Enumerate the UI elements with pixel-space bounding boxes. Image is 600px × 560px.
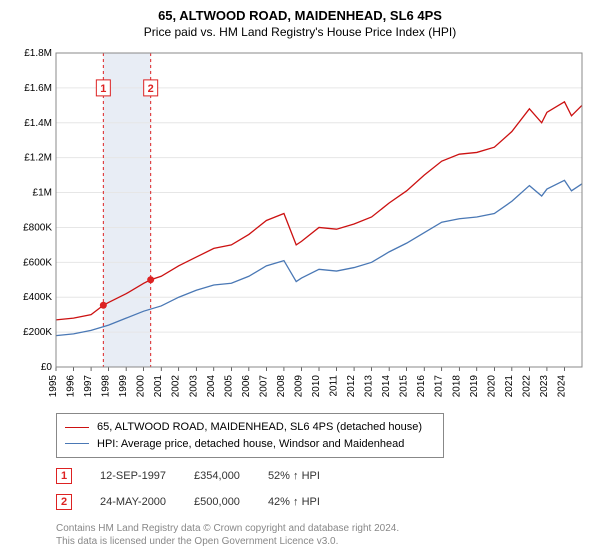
- svg-text:£600K: £600K: [23, 257, 52, 268]
- svg-text:2018: 2018: [451, 375, 462, 398]
- svg-text:1: 1: [100, 83, 106, 95]
- svg-text:£800K: £800K: [23, 222, 52, 233]
- svg-text:2000: 2000: [136, 375, 147, 398]
- svg-text:£200K: £200K: [23, 327, 52, 338]
- svg-text:2014: 2014: [381, 375, 392, 398]
- svg-text:£400K: £400K: [23, 292, 52, 303]
- svg-text:2013: 2013: [364, 375, 375, 398]
- chart: £0 £200K £400K £600K £800K £1M £1.2M £1.4M £1.6M…: [8, 47, 592, 407]
- svg-text:2012: 2012: [346, 375, 357, 398]
- svg-text:2020: 2020: [486, 375, 497, 398]
- main-title: 65, ALTWOOD ROAD, MAIDENHEAD, SL6 4PS: [8, 8, 592, 23]
- svg-text:1999: 1999: [118, 375, 129, 398]
- footer-line: Contains HM Land Registry data © Crown c…: [56, 522, 592, 535]
- sub-title: Price paid vs. HM Land Registry's House …: [8, 25, 592, 39]
- svg-text:2009: 2009: [293, 375, 304, 398]
- legend: 65, ALTWOOD ROAD, MAIDENHEAD, SL6 4PS (d…: [56, 413, 444, 458]
- svg-text:£1.4M: £1.4M: [24, 118, 52, 129]
- svg-text:2002: 2002: [171, 375, 182, 398]
- marker-row-2: 2 24-MAY-2000 £500,000 42% ↑ HPI: [56, 494, 592, 510]
- svg-text:2003: 2003: [188, 375, 199, 398]
- legend-row: HPI: Average price, detached house, Wind…: [65, 436, 435, 453]
- marker-badge-2: 2: [56, 494, 72, 510]
- svg-text:2006: 2006: [241, 375, 252, 398]
- svg-text:2019: 2019: [469, 375, 480, 398]
- marker-date: 12-SEP-1997: [100, 470, 166, 482]
- svg-text:2023: 2023: [539, 375, 550, 398]
- legend-swatch-hpi: [65, 443, 89, 444]
- svg-text:£1.8M: £1.8M: [24, 48, 52, 59]
- legend-label: HPI: Average price, detached house, Wind…: [97, 436, 404, 453]
- svg-text:2024: 2024: [556, 375, 567, 398]
- svg-text:2008: 2008: [276, 375, 287, 398]
- svg-text:2021: 2021: [504, 375, 515, 398]
- svg-text:2016: 2016: [416, 375, 427, 398]
- svg-text:£1.2M: £1.2M: [24, 153, 52, 164]
- marker-date: 24-MAY-2000: [100, 496, 166, 508]
- footer: Contains HM Land Registry data © Crown c…: [56, 522, 592, 548]
- svg-text:2010: 2010: [311, 375, 322, 398]
- svg-text:2022: 2022: [521, 375, 532, 398]
- legend-swatch-property: [65, 427, 89, 428]
- footer-line: This data is licensed under the Open Gov…: [56, 535, 592, 548]
- svg-text:1997: 1997: [83, 375, 94, 398]
- svg-text:£1.6M: £1.6M: [24, 83, 52, 94]
- title-area: 65, ALTWOOD ROAD, MAIDENHEAD, SL6 4PS Pr…: [8, 8, 592, 39]
- svg-text:2004: 2004: [206, 375, 217, 398]
- legend-row: 65, ALTWOOD ROAD, MAIDENHEAD, SL6 4PS (d…: [65, 419, 435, 436]
- svg-text:2: 2: [148, 83, 154, 95]
- marker-price: £500,000: [194, 496, 240, 508]
- svg-text:2001: 2001: [153, 375, 164, 398]
- svg-text:1996: 1996: [66, 375, 77, 398]
- svg-text:2005: 2005: [223, 375, 234, 398]
- svg-text:2011: 2011: [329, 375, 340, 397]
- marker-row-1: 1 12-SEP-1997 £354,000 52% ↑ HPI: [56, 468, 592, 484]
- svg-text:1998: 1998: [101, 375, 112, 398]
- marker-badge-1: 1: [56, 468, 72, 484]
- svg-text:2015: 2015: [399, 375, 410, 398]
- marker-price: £354,000: [194, 470, 240, 482]
- svg-text:2007: 2007: [258, 375, 269, 398]
- marker-delta: 52% ↑ HPI: [268, 470, 320, 482]
- marker-delta: 42% ↑ HPI: [268, 496, 320, 508]
- svg-text:1995: 1995: [48, 375, 59, 398]
- svg-text:£1M: £1M: [33, 188, 52, 199]
- svg-text:£0: £0: [41, 362, 53, 373]
- chart-svg: £0 £200K £400K £600K £800K £1M £1.2M £1.4M £1.6M…: [8, 47, 592, 407]
- svg-text:2017: 2017: [434, 375, 445, 398]
- legend-label: 65, ALTWOOD ROAD, MAIDENHEAD, SL6 4PS (d…: [97, 419, 422, 436]
